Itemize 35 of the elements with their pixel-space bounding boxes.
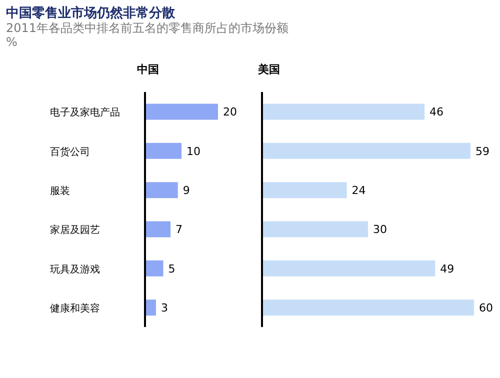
bar [145, 300, 156, 316]
data-label: 60 [479, 301, 493, 314]
data-label: 5 [168, 262, 176, 276]
bar [262, 260, 436, 276]
data-label: 9 [182, 184, 190, 197]
y-tick-label: 玩具及游戏 [50, 263, 100, 276]
y-tick-label: 服装 [50, 184, 70, 197]
chart-title: 中国零售业市场仍然非常分散 [6, 4, 175, 22]
bar [262, 221, 368, 238]
bar [262, 142, 470, 159]
data-label: 10 [186, 144, 200, 158]
chart-subtitle: 2011年各品类中排名前五名的零售商所占的市场份额 [6, 20, 289, 37]
text: 中国 [137, 62, 159, 77]
bar [145, 182, 178, 198]
y-tick-label: 家居及园艺 [50, 224, 100, 236]
data-label: 49 [440, 262, 454, 276]
y-tick-label: 百货公司 [50, 146, 90, 158]
y-tick-label: 电子及家电产品 [50, 106, 120, 119]
data-label: 24 [352, 184, 366, 197]
bar [262, 182, 347, 198]
y-tick-label: 健康和美容 [50, 302, 100, 314]
bar [145, 104, 218, 120]
bar [145, 221, 171, 238]
bar [145, 142, 182, 159]
bar [145, 260, 164, 276]
text: % [6, 35, 18, 49]
data-label: 30 [373, 223, 387, 236]
data-label: 7 [176, 223, 183, 236]
data-label: 3 [160, 301, 168, 314]
data-label: 59 [475, 144, 490, 158]
data-label: 20 [223, 106, 237, 119]
data-label: 46 [430, 106, 444, 119]
bar [262, 300, 474, 316]
text: 美国 [258, 62, 280, 77]
bar [262, 104, 425, 120]
